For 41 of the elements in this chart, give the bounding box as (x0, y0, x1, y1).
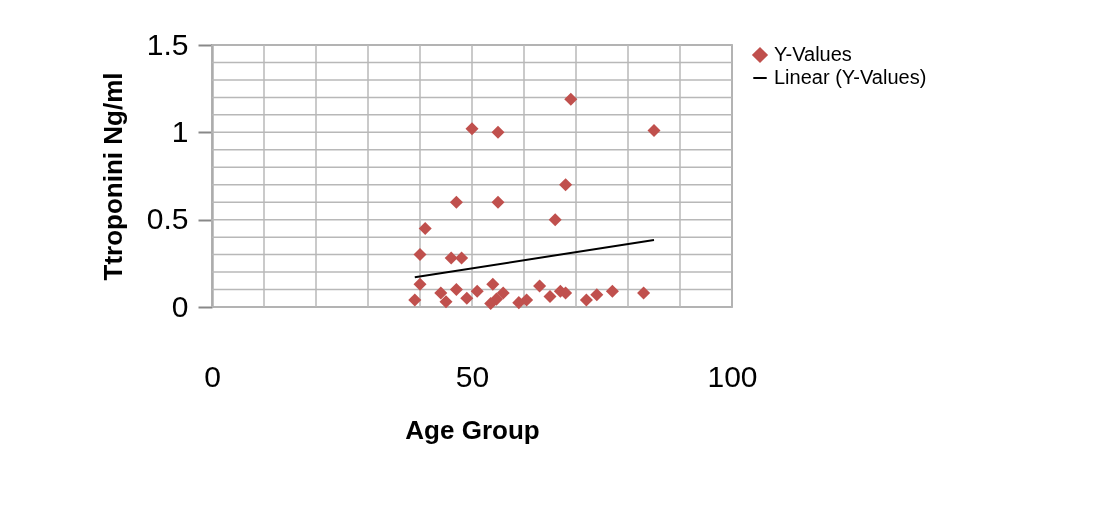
point (491, 195, 505, 209)
point (533, 279, 547, 293)
point (449, 195, 463, 209)
point (418, 221, 432, 235)
point (647, 124, 661, 138)
point (444, 251, 458, 265)
point (449, 283, 463, 297)
point (484, 296, 498, 311)
point (408, 293, 422, 307)
x-axis-title: Age Group (405, 414, 540, 445)
point (413, 277, 427, 291)
y-tick-label: 1 (171, 114, 189, 148)
point (559, 178, 573, 192)
point (486, 277, 500, 291)
point (470, 284, 484, 298)
point (564, 92, 578, 106)
point (605, 284, 619, 298)
x-tick-label: 50 (455, 359, 490, 393)
point (439, 295, 453, 309)
legend-label: Linear (Y-Values) (774, 66, 927, 88)
point (460, 291, 474, 305)
point (637, 286, 651, 300)
y-tick-label: 1.5 (146, 27, 189, 61)
point (455, 251, 469, 265)
y-axis-title: Ttroponini Ng/ml (97, 72, 128, 281)
point (579, 293, 593, 307)
y-tick-label: 0 (171, 289, 189, 323)
point (491, 125, 505, 139)
point (590, 288, 604, 302)
x-tick-label: 0 (204, 359, 221, 393)
y-tick-label: 0.5 (146, 202, 189, 236)
x-tick-label: 100 (707, 359, 758, 393)
point (496, 286, 510, 300)
point (413, 248, 427, 262)
point (548, 213, 562, 227)
point (465, 122, 479, 136)
point (434, 286, 448, 300)
point (512, 296, 526, 310)
point (543, 290, 557, 304)
legend-label: Y-Values (774, 43, 852, 65)
point (520, 293, 534, 307)
